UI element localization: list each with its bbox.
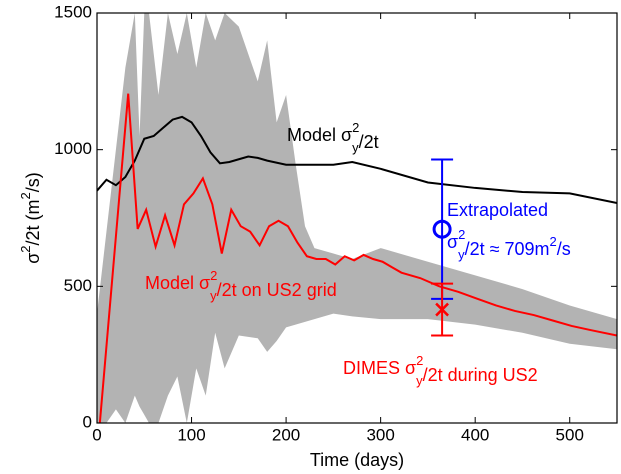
superscript: 2: [458, 227, 465, 242]
line: [97, 115, 617, 204]
subscript: y: [210, 288, 217, 303]
text-part: /s: [557, 239, 571, 259]
text-part: σ: [23, 253, 43, 264]
series-label: Model σ2 y/2t on US2 grid: [145, 268, 337, 303]
text-part: σ: [447, 232, 458, 252]
y-axis-label-group: σ2/2t (m2/s): [18, 172, 42, 264]
text-part: /s): [23, 172, 43, 192]
x-tick-label: 500: [556, 425, 584, 444]
x-tick-label: 0: [92, 425, 101, 444]
errorbar-label: Extrapolated: [447, 200, 548, 220]
spread-band: [97, 13, 617, 423]
text-part: /2t (m: [23, 199, 43, 245]
y-tick-label: 0: [83, 412, 92, 431]
marker: [435, 302, 449, 317]
y-tick-label: 500: [64, 276, 92, 295]
text-part: /2t on US2 grid: [217, 280, 337, 300]
subscript: y: [416, 373, 423, 388]
x-axis-label: Time (days): [310, 450, 404, 470]
text-part: /2t during US2: [423, 365, 538, 385]
superscript: 2: [550, 234, 557, 249]
superscript: 2: [416, 353, 423, 368]
series-label: Model σ2 y/2t: [287, 120, 379, 155]
errorbar-label: DIMES σ2 y/2t during US2: [343, 353, 538, 388]
text-part: Extrapolated: [447, 200, 548, 220]
text-part: /2t ≈ 709m: [465, 239, 550, 259]
text-part: Model σ: [145, 273, 210, 293]
marker: [432, 219, 452, 239]
errorbar-label: σ2 y/2t ≈ 709m2/s: [447, 227, 571, 262]
superscript: 2: [18, 192, 33, 199]
superscript: 2: [352, 120, 359, 135]
subscript: y: [458, 247, 465, 262]
plot-area: [97, 13, 617, 423]
x-tick-label: 400: [461, 425, 489, 444]
superscript: 2: [210, 268, 217, 283]
y-tick-label: 1500: [54, 2, 92, 21]
y-axis-label: σ2/2t (m2/s): [18, 172, 42, 264]
plot-frame: [96, 12, 618, 424]
text-part: DIMES σ: [343, 358, 416, 378]
x-tick-label: 200: [272, 425, 300, 444]
superscript: 2: [18, 245, 33, 252]
text-part: /2t: [359, 132, 379, 152]
subscript: y: [352, 140, 359, 155]
overlay: 0 100 200 300 400 500 0 500 1000 1500 Time (days) σ…: [18, 2, 618, 470]
line: [98, 93, 617, 423]
x-tick-label: 300: [366, 425, 394, 444]
text-part: Model σ: [287, 125, 352, 145]
y-tick-label: 1000: [54, 139, 92, 158]
x-tick-label: 100: [177, 425, 205, 444]
